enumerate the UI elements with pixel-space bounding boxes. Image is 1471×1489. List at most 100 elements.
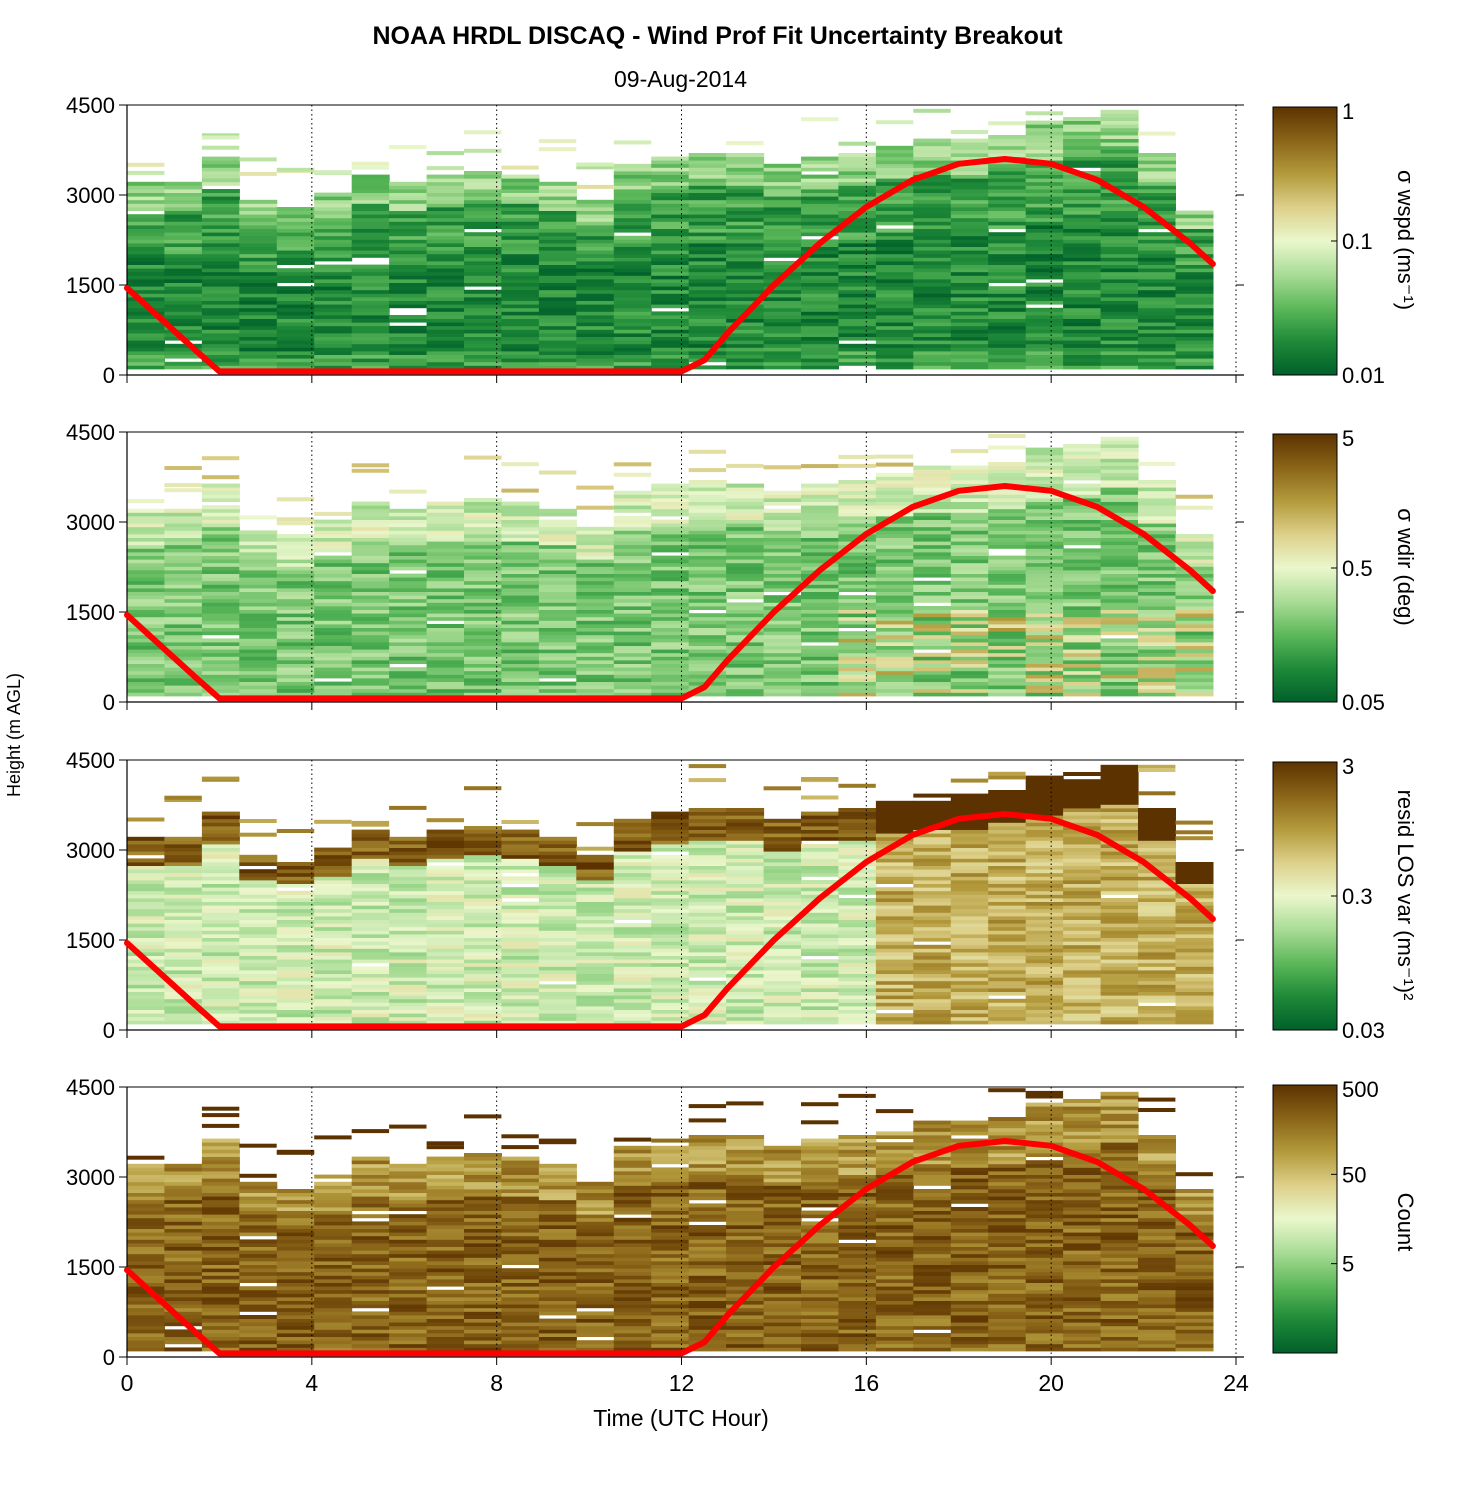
heatmap-cell [426,584,465,589]
heatmap-cell [389,562,428,567]
heatmap-cell [501,847,540,852]
heatmap-cell [127,217,165,222]
heatmap-cell [426,847,465,852]
heatmap-cell [314,854,353,859]
heatmap-cell [913,678,952,682]
heatmap-cell [1063,962,1102,967]
heatmap-cell [988,465,1027,470]
heatmap-cell [801,351,839,355]
heatmap-cell [538,663,577,668]
heatmap-cell [501,185,540,190]
heatmap-cell [164,955,203,960]
heatmap-cell [875,616,914,621]
heatmap-cell [389,685,428,690]
heatmap-cell [538,333,577,337]
heatmap-cell [464,829,502,834]
heatmap-cell [1063,304,1102,309]
heatmap-cell [351,271,390,276]
heatmap-cell [1138,512,1176,517]
heatmap-cell [314,343,353,348]
heatmap-cell [314,253,353,258]
heatmap-cell [950,645,989,650]
heatmap-cell [501,919,540,924]
heatmap-cell [389,894,428,899]
heatmap-cell [1063,937,1102,942]
heatmap-cell [651,289,690,294]
heatmap-cell [801,966,839,971]
heatmap-cell [1063,444,1102,448]
heatmap-cell [988,289,1027,294]
heatmap-cell [389,552,428,556]
heatmap-cell [763,329,802,334]
heatmap-cell [464,577,502,582]
heatmap-cell [1063,952,1102,956]
heatmap-cell [950,919,989,924]
heatmap-cell [1100,351,1139,355]
heatmap-cell [875,598,914,603]
heatmap-cell [988,178,1027,183]
heatmap-cell [838,923,877,928]
heatmap-cell [576,297,615,301]
heatmap-cell [801,829,839,834]
heatmap-cell [613,602,652,607]
heatmap-cell [613,598,652,603]
heatmap-cell [726,343,765,348]
heatmap-cell [801,271,839,276]
heatmap-cell [201,609,240,614]
heatmap-cell [576,898,615,902]
heatmap-cell [314,196,353,201]
heatmap-cell [801,1002,839,1007]
heatmap-cell [1138,279,1176,283]
heatmap-cell [950,808,989,812]
heatmap-cell [314,322,353,327]
heatmap-cell [613,872,652,877]
heatmap-cell [389,264,428,269]
heatmap-cell [651,365,690,370]
heatmap-cell [426,358,465,363]
heatmap-cell [913,620,952,625]
heatmap-cell [501,530,540,535]
heatmap-cell [426,883,465,888]
heatmap-cell [1138,185,1176,190]
heatmap-cell [576,998,615,1003]
heatmap-cell [201,912,240,917]
heatmap-cell [164,573,203,578]
heatmap-cell [838,228,877,233]
heatmap-cell [763,192,802,197]
heatmap-cell [1025,318,1064,323]
heatmap-cell [127,656,165,661]
heatmap-cell [1138,340,1176,345]
heatmap-cell [239,977,278,982]
heatmap-cell [688,178,727,183]
heatmap-cell [688,613,727,618]
heatmap-cell [950,138,989,143]
heatmap-cell [688,887,727,892]
heatmap-cell [1100,667,1139,672]
heatmap-cell [351,505,390,510]
heatmap-cell [164,566,203,571]
heatmap-cell [464,930,502,935]
heatmap-cell [651,501,690,506]
heatmap-cell [538,361,577,366]
heatmap-cell [127,652,165,657]
heatmap-cell [351,1002,390,1007]
heatmap-cell [913,271,952,276]
heatmap-cell [950,250,989,255]
heatmap-cell [801,865,839,870]
heatmap-cell [613,577,652,582]
heatmap-cell [576,246,615,251]
heatmap-cell [576,1006,615,1010]
heatmap-cell [875,311,914,316]
heatmap-cell [875,829,914,834]
heatmap-cell [127,214,165,219]
heatmap-cell [801,862,839,866]
heatmap-cell [127,562,165,567]
heatmap-cell [501,833,540,838]
heatmap-cell [688,876,727,881]
heatmap-cell [651,163,690,168]
heatmap-cell [538,912,577,917]
heatmap-cell [1100,912,1139,917]
heatmap-cell [801,908,839,913]
heatmap-cell [1100,447,1139,452]
heatmap-cell [1138,1013,1176,1018]
